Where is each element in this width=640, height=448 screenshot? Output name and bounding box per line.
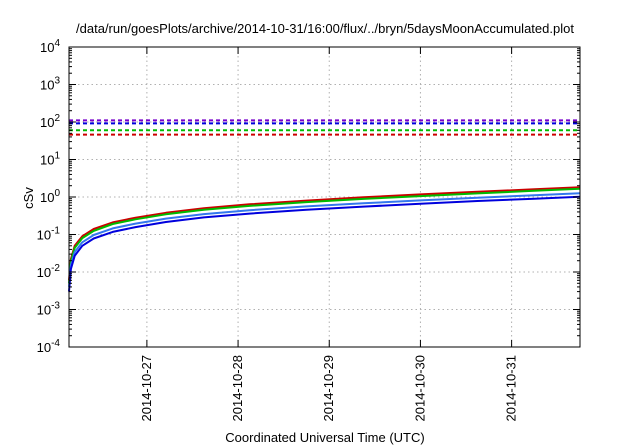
x-tick-label: 2014-10-31 bbox=[504, 355, 519, 422]
chart-title: /data/run/goesPlots/archive/2014-10-31/1… bbox=[76, 21, 574, 36]
y-tick-label: 102 bbox=[40, 113, 60, 130]
x-axis-label: Coordinated Universal Time (UTC) bbox=[225, 430, 424, 445]
series-line bbox=[68, 195, 581, 292]
series-line bbox=[68, 192, 581, 287]
x-tick-label: 2014-10-27 bbox=[139, 355, 154, 422]
series-line bbox=[68, 187, 581, 284]
series-line bbox=[68, 186, 581, 281]
y-tick-label: 10-2 bbox=[37, 263, 61, 280]
y-axis-label: cSv bbox=[21, 187, 36, 209]
x-axis-ticks: 2014-10-27 2014-10-28 2014-10-29 2014-10-30… bbox=[139, 47, 519, 422]
y-tick-label: 10-4 bbox=[37, 338, 61, 355]
y-tick-label: 101 bbox=[40, 151, 60, 168]
y-tick-label: 103 bbox=[40, 76, 60, 93]
x-tick-label: 2014-10-30 bbox=[412, 355, 427, 422]
x-tick-label: 2014-10-28 bbox=[230, 355, 245, 422]
y-tick-label: 104 bbox=[40, 38, 60, 55]
y-axis-ticks: 10-4 10-3 10-2 10-1 100 101 102 103 104 bbox=[37, 38, 580, 355]
series-lines bbox=[68, 119, 581, 292]
y-tick-label: 10-1 bbox=[37, 226, 61, 243]
x-tick-label: 2014-10-29 bbox=[321, 355, 336, 422]
y-tick-label: 100 bbox=[40, 188, 60, 205]
y-tick-label: 10-3 bbox=[37, 301, 61, 318]
